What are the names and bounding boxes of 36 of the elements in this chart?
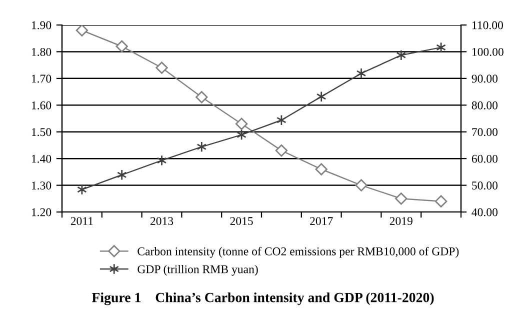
x-tick-label: 2017: [310, 217, 333, 226]
y2-tick-label: 110.00: [472, 21, 503, 30]
y2-tick-label: 90.00: [472, 74, 498, 83]
y-tick-label: 1.20: [32, 208, 52, 216]
point: [275, 144, 288, 157]
point: [76, 25, 88, 36]
y2-tick-label: 60.00: [472, 154, 498, 163]
y2-tick-label: 100.00: [472, 48, 504, 56]
point: [355, 179, 368, 192]
y-tick-label: 1.40: [32, 154, 52, 163]
point: [116, 40, 128, 52]
x-tick-label: 2011: [70, 217, 93, 226]
point: [316, 91, 326, 102]
y-tick-label: 1.90: [32, 21, 52, 30]
legend-label: Carbon intensity (tonne of CO2 emissions per RMB10,000 of GDP): [138, 246, 459, 258]
y-tick-label: 1.60: [32, 101, 52, 110]
y2-tick-label: 70.00: [472, 128, 498, 136]
legend-label: GDP (trillion RMB yuan): [138, 264, 258, 276]
y-tick-label: 1.30: [32, 182, 52, 190]
y-tick-label: 1.70: [32, 74, 52, 83]
point: [315, 163, 328, 176]
y2-tick-label: 50.00: [472, 182, 498, 190]
point: [196, 91, 208, 104]
point: [156, 154, 167, 166]
y-tick-label: 1.50: [32, 128, 52, 136]
x-tick-label: 2015: [230, 217, 253, 226]
y2-tick-label: 80.00: [472, 101, 498, 110]
text: Figure 1 China’s Carbon intensity and GDP (2011-2020): [92, 292, 434, 306]
y-tick-label: 1.80: [32, 48, 52, 56]
point: [434, 195, 448, 208]
y2-tick-label: 40.00: [472, 208, 498, 216]
x-tick-label: 2013: [150, 217, 174, 226]
point: [395, 192, 408, 205]
point: [235, 118, 248, 130]
point: [156, 62, 168, 74]
x-tick-label: 2019: [390, 217, 412, 226]
